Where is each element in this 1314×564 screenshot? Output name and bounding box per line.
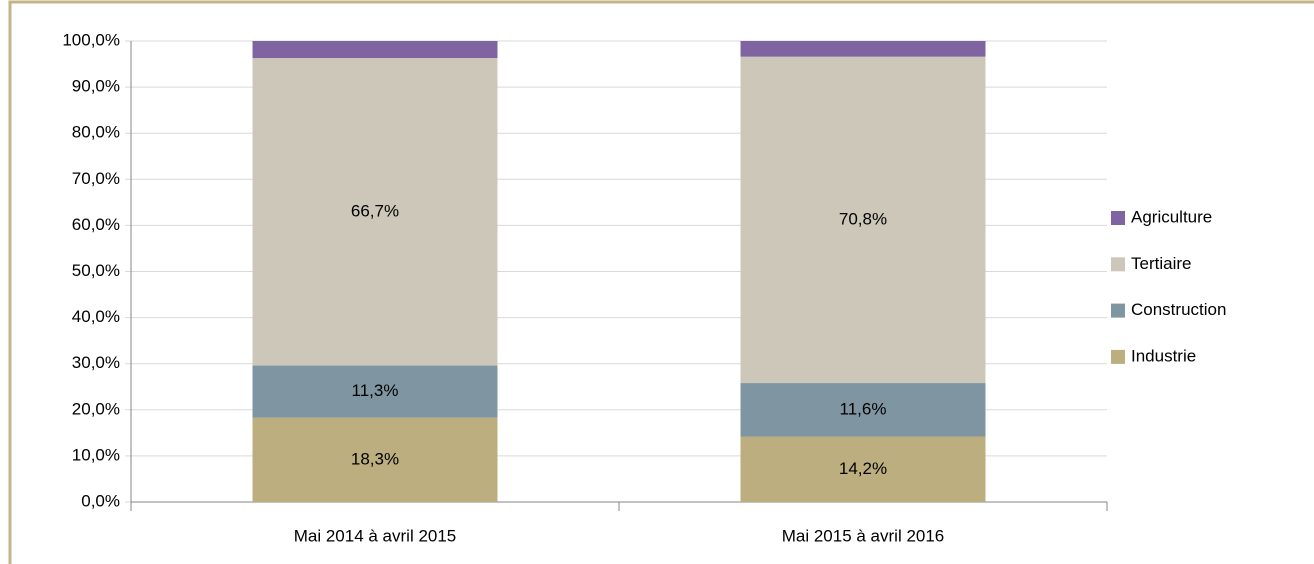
y-tick-label: 70,0% <box>72 169 120 188</box>
x-tick-label: Mai 2015 à avril 2016 <box>782 526 945 545</box>
bar-segment <box>740 41 986 57</box>
y-tick-label: 80,0% <box>72 123 120 142</box>
data-label: 11,6% <box>840 399 887 418</box>
legend-label: Construction <box>1131 300 1226 319</box>
data-label: 70,8% <box>839 209 887 228</box>
y-tick-label: 60,0% <box>72 215 120 234</box>
legend-label: Agriculture <box>1131 207 1212 226</box>
legend-swatch <box>1111 303 1125 318</box>
data-label: 66,7% <box>351 201 399 220</box>
y-tick-label: 20,0% <box>72 399 120 418</box>
bar-segment <box>740 56 986 384</box>
bar-segment <box>252 417 498 502</box>
data-label: 18,3% <box>351 449 399 468</box>
data-label: 14,2% <box>839 459 887 478</box>
y-tick-label: 100,0% <box>62 30 120 49</box>
bar-segment <box>740 383 986 437</box>
bar-segment <box>252 58 498 366</box>
data-label: 11,3% <box>352 381 399 400</box>
y-tick-label: 90,0% <box>72 77 120 96</box>
y-tick-label: 0,0% <box>81 491 120 510</box>
legend-swatch <box>1111 211 1125 225</box>
bar-segment <box>252 41 498 59</box>
x-tick-label: Mai 2014 à avril 2015 <box>294 526 457 545</box>
legend-swatch <box>1111 257 1125 272</box>
y-tick-label: 10,0% <box>72 445 120 464</box>
bar-segment <box>740 436 986 502</box>
y-tick-label: 30,0% <box>72 353 120 372</box>
bar-segment <box>252 365 498 418</box>
chart-border <box>8 0 1314 564</box>
legend-label: Industrie <box>1131 346 1196 365</box>
y-tick-label: 40,0% <box>72 307 120 326</box>
y-tick-label: 50,0% <box>72 261 120 280</box>
legend-swatch <box>1111 349 1125 364</box>
legend-label: Tertiaire <box>1131 254 1191 273</box>
